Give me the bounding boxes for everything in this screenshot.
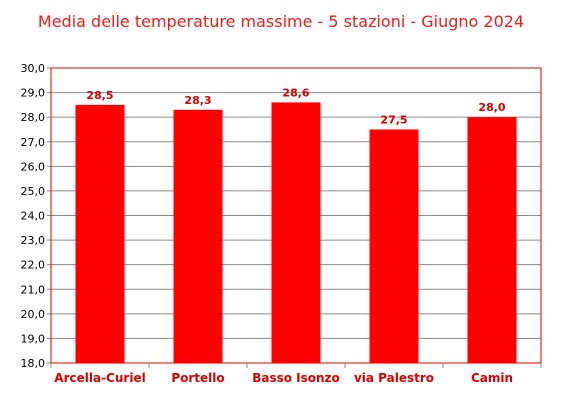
- y-tick-label: 29,0: [21, 87, 46, 100]
- x-tick-label: via Palestro: [354, 371, 434, 385]
- y-tick-label: 19,0: [21, 332, 46, 345]
- data-label: 28,0: [478, 101, 505, 114]
- y-tick-label: 25,0: [21, 185, 46, 198]
- x-tick-label: Arcella-Curiel: [54, 371, 145, 385]
- data-label: 28,3: [184, 94, 211, 107]
- bar: [369, 129, 419, 363]
- chart-title: Media delle temperature massime - 5 staz…: [37, 12, 525, 31]
- data-label: 28,6: [282, 86, 309, 99]
- y-tick-label: 28,0: [21, 111, 46, 124]
- x-tick-label: Basso Isonzo: [252, 371, 340, 385]
- y-tick-label: 26,0: [21, 160, 46, 173]
- bar: [271, 102, 321, 364]
- y-tick-label: 23,0: [21, 234, 46, 247]
- y-tick-label: 30,0: [21, 62, 46, 75]
- bar: [75, 104, 125, 363]
- y-tick-label: 20,0: [21, 308, 46, 321]
- data-label: 27,5: [380, 113, 407, 126]
- data-label: 28,5: [86, 89, 113, 102]
- bar: [467, 117, 517, 364]
- y-tick-label: 22,0: [21, 259, 46, 272]
- x-tick-label: Camin: [471, 371, 513, 385]
- y-tick-label: 21,0: [21, 283, 46, 296]
- bar: [173, 109, 223, 364]
- y-tick-label: 27,0: [21, 136, 46, 149]
- y-tick-label: 24,0: [21, 210, 46, 223]
- y-tick-label: 18,0: [21, 357, 46, 370]
- x-tick-label: Portello: [171, 371, 224, 385]
